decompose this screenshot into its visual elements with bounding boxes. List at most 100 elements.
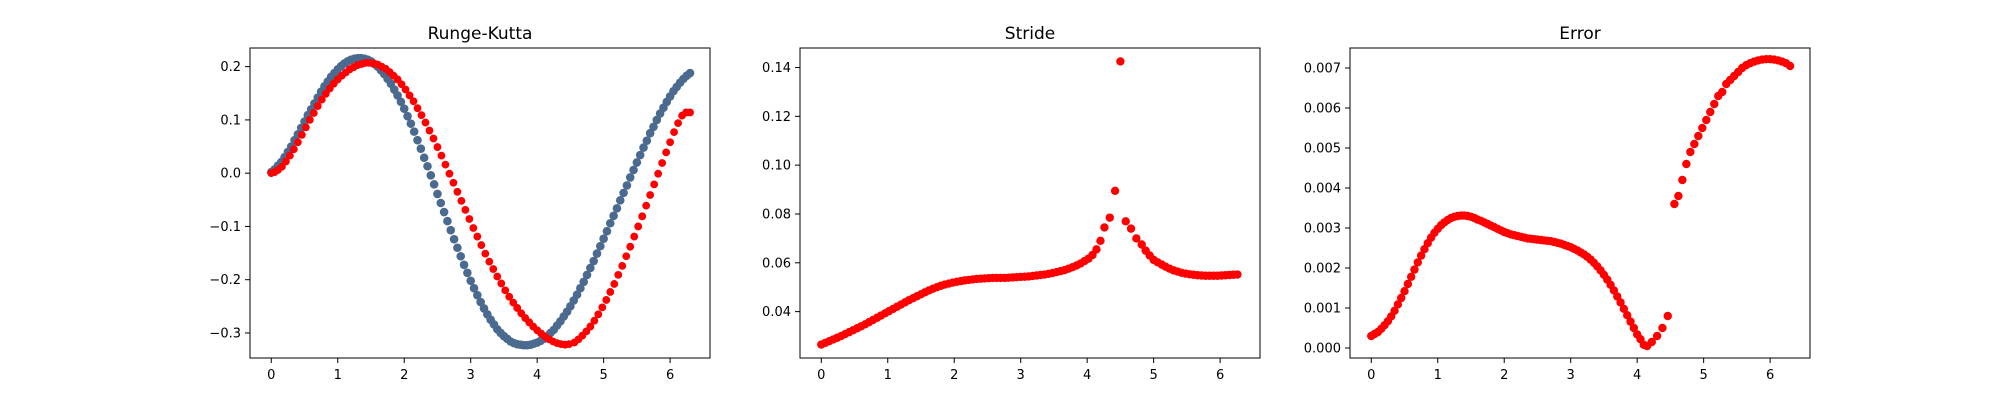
chart-panel-2: Stride 0 1 2 3 4 5 6 0.04 0.06 0.08 0.10 0.12 0.14: [762, 24, 1261, 383]
data-point: [1702, 115, 1711, 125]
data-point: [602, 226, 612, 236]
data-point: [489, 265, 498, 273]
data-point: [619, 188, 628, 198]
axes-frame: [249, 47, 711, 359]
data-point: [1096, 236, 1105, 246]
data-point: [403, 111, 412, 121]
data-point: [485, 257, 494, 266]
data-point: [1663, 311, 1672, 321]
data-point: [1690, 139, 1699, 149]
data-point: [497, 279, 506, 288]
data-point: [513, 304, 522, 312]
y-tick-label: 0.10: [762, 159, 791, 174]
data-point: [598, 303, 607, 312]
data-point: [456, 251, 466, 261]
data-point: [572, 290, 582, 299]
data-point: [1674, 191, 1683, 201]
data-point: [1100, 223, 1109, 232]
data-point: [594, 310, 603, 319]
data-point: [409, 97, 418, 106]
data-point: [473, 232, 482, 241]
data-point: [586, 322, 595, 331]
x-tick-label: 6: [666, 368, 674, 383]
data-point: [441, 160, 450, 169]
y-tick-label: 0.002: [1304, 262, 1341, 277]
x-tick-label: 1: [884, 368, 892, 383]
data-point: [685, 68, 695, 78]
data-point: [599, 234, 608, 243]
data-point: [473, 290, 482, 300]
data-point: [596, 241, 605, 251]
data-point: [437, 151, 446, 160]
data-point: [1105, 213, 1114, 222]
data-point: [313, 102, 322, 110]
data-point: [642, 136, 652, 145]
x-tick-label: 3: [1017, 368, 1025, 383]
y-tick-label: 0.12: [762, 110, 791, 125]
data-point: [297, 130, 306, 139]
data-point: [1626, 317, 1635, 326]
data-point: [1126, 224, 1136, 233]
data-point: [1718, 87, 1727, 97]
y-tick-label: 0.04: [762, 305, 791, 320]
data-point: [465, 215, 474, 223]
data-point: [629, 165, 638, 175]
data-point: [1403, 279, 1413, 289]
data-point: [670, 128, 678, 137]
x-tick-label: 0: [267, 368, 275, 383]
data-point: [1413, 258, 1423, 267]
series-exact: [266, 53, 695, 350]
y-tick-label: 0.003: [1304, 222, 1341, 237]
data-point: [1116, 57, 1125, 66]
y-tick-label: −0.3: [209, 326, 241, 341]
data-point: [618, 261, 627, 270]
data-point: [413, 104, 422, 113]
data-point: [1670, 199, 1679, 209]
y-tick-label: 0.004: [1304, 182, 1341, 197]
data-point: [590, 316, 599, 325]
data-point: [646, 191, 655, 199]
y-tick-label: −0.2: [209, 273, 241, 288]
data-point: [409, 127, 419, 136]
data-point: [612, 204, 622, 213]
data-point: [622, 252, 631, 261]
data-point: [463, 268, 472, 278]
data-point: [401, 85, 410, 94]
data-point: [1652, 331, 1662, 341]
data-point: [609, 211, 618, 221]
data-point: [650, 180, 659, 189]
y-tick-label: 0.0: [220, 167, 241, 182]
data-point: [606, 288, 615, 296]
x-tick-label: 4: [1083, 368, 1091, 383]
data-point: [433, 189, 442, 199]
data-point: [293, 138, 302, 147]
data-point: [602, 296, 611, 304]
y-tick-label: 0.007: [1304, 62, 1341, 77]
data-point: [469, 224, 478, 232]
x-tick-label: 0: [1367, 368, 1375, 383]
x-tick-label: 0: [817, 368, 825, 383]
data-point: [625, 173, 635, 182]
data-point: [1658, 323, 1667, 333]
data-point: [449, 178, 458, 187]
data-point: [639, 143, 648, 152]
data-point: [632, 158, 642, 167]
data-point: [1706, 107, 1715, 117]
y-tick-label: 0.000: [1304, 342, 1341, 357]
x-tick-label: 5: [600, 368, 608, 383]
data-point: [453, 187, 462, 196]
data-point: [476, 297, 485, 307]
chart-title: Runge-Kutta: [428, 24, 533, 44]
data-point: [1623, 311, 1632, 320]
data-point: [1092, 245, 1101, 254]
data-point: [1132, 234, 1141, 243]
y-tick-label: −0.1: [209, 220, 241, 235]
data-point: [1137, 240, 1146, 249]
data-point: [477, 241, 486, 249]
series-stride: [817, 57, 1242, 349]
data-point: [405, 91, 414, 100]
data-point: [505, 292, 514, 301]
data-point: [305, 116, 314, 124]
data-point: [635, 150, 645, 160]
data-point: [423, 161, 432, 171]
